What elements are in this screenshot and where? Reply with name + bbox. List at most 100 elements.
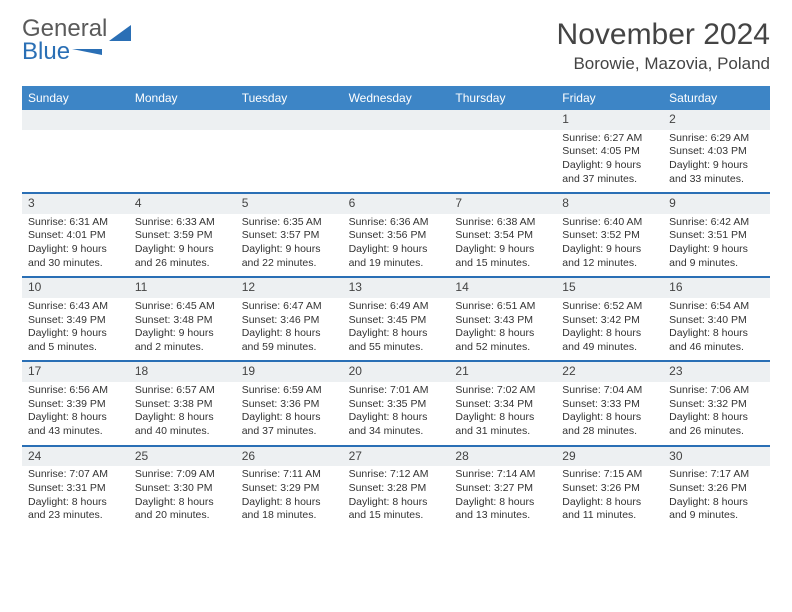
sunset-text: Sunset: 3:52 PM (562, 229, 657, 243)
sunset-text: Sunset: 3:36 PM (242, 398, 337, 412)
sunset-text: Sunset: 3:31 PM (28, 482, 123, 496)
header: General Blue November 2024 Borowie, Mazo… (22, 18, 770, 74)
day-cell: 30Sunrise: 7:17 AMSunset: 3:26 PMDayligh… (663, 445, 770, 529)
day-body: Sunrise: 7:01 AMSunset: 3:35 PMDaylight:… (343, 382, 450, 445)
sunrise-text: Sunrise: 7:15 AM (562, 468, 657, 482)
sunrise-text: Sunrise: 7:04 AM (562, 384, 657, 398)
day-cell: 23Sunrise: 7:06 AMSunset: 3:32 PMDayligh… (663, 360, 770, 444)
sunrise-text: Sunrise: 6:43 AM (28, 300, 123, 314)
day-number: 23 (663, 360, 770, 382)
daylight-text: Daylight: 8 hours and 15 minutes. (349, 496, 444, 523)
day-number: 24 (22, 445, 129, 467)
location-label: Borowie, Mazovia, Poland (557, 54, 770, 74)
daylight-text: Daylight: 9 hours and 2 minutes. (135, 327, 230, 354)
day-body: Sunrise: 6:38 AMSunset: 3:54 PMDaylight:… (449, 214, 556, 277)
day-header-row: Sunday Monday Tuesday Wednesday Thursday… (22, 86, 770, 110)
daylight-text: Daylight: 9 hours and 22 minutes. (242, 243, 337, 270)
day-cell: 19Sunrise: 6:59 AMSunset: 3:36 PMDayligh… (236, 360, 343, 444)
daylight-text: Daylight: 8 hours and 20 minutes. (135, 496, 230, 523)
day-number: 17 (22, 360, 129, 382)
day-cell: 15Sunrise: 6:52 AMSunset: 3:42 PMDayligh… (556, 276, 663, 360)
sunrise-text: Sunrise: 6:49 AM (349, 300, 444, 314)
sunrise-text: Sunrise: 6:40 AM (562, 216, 657, 230)
daylight-text: Daylight: 9 hours and 12 minutes. (562, 243, 657, 270)
day-body: Sunrise: 6:27 AMSunset: 4:05 PMDaylight:… (556, 130, 663, 193)
sunrise-text: Sunrise: 6:56 AM (28, 384, 123, 398)
day-cell (236, 110, 343, 192)
daylight-text: Daylight: 8 hours and 34 minutes. (349, 411, 444, 438)
day-number: 8 (556, 192, 663, 214)
sunrise-text: Sunrise: 6:45 AM (135, 300, 230, 314)
week-row: 10Sunrise: 6:43 AMSunset: 3:49 PMDayligh… (22, 276, 770, 360)
sunset-text: Sunset: 3:30 PM (135, 482, 230, 496)
day-body: Sunrise: 7:02 AMSunset: 3:34 PMDaylight:… (449, 382, 556, 445)
day-cell: 16Sunrise: 6:54 AMSunset: 3:40 PMDayligh… (663, 276, 770, 360)
calendar: Sunday Monday Tuesday Wednesday Thursday… (22, 86, 770, 529)
day-number: 6 (343, 192, 450, 214)
day-body: Sunrise: 7:17 AMSunset: 3:26 PMDaylight:… (663, 466, 770, 529)
day-cell: 2Sunrise: 6:29 AMSunset: 4:03 PMDaylight… (663, 110, 770, 192)
day-number: 25 (129, 445, 236, 467)
day-cell: 1Sunrise: 6:27 AMSunset: 4:05 PMDaylight… (556, 110, 663, 192)
day-body: Sunrise: 6:43 AMSunset: 3:49 PMDaylight:… (22, 298, 129, 361)
sunset-text: Sunset: 3:57 PM (242, 229, 337, 243)
sunrise-text: Sunrise: 6:42 AM (669, 216, 764, 230)
day-body: Sunrise: 7:12 AMSunset: 3:28 PMDaylight:… (343, 466, 450, 529)
day-cell: 7Sunrise: 6:38 AMSunset: 3:54 PMDaylight… (449, 192, 556, 276)
daylight-text: Daylight: 9 hours and 9 minutes. (669, 243, 764, 270)
sunrise-text: Sunrise: 7:17 AM (669, 468, 764, 482)
day-number: 14 (449, 276, 556, 298)
day-body: Sunrise: 7:11 AMSunset: 3:29 PMDaylight:… (236, 466, 343, 529)
sunrise-text: Sunrise: 7:09 AM (135, 468, 230, 482)
sunrise-text: Sunrise: 6:52 AM (562, 300, 657, 314)
day-cell: 18Sunrise: 6:57 AMSunset: 3:38 PMDayligh… (129, 360, 236, 444)
sunrise-text: Sunrise: 7:02 AM (455, 384, 550, 398)
day-number: 5 (236, 192, 343, 214)
day-cell: 8 Sunrise: 6:40 AMSunset: 3:52 PMDaylight… (556, 192, 663, 276)
sunset-text: Sunset: 3:27 PM (455, 482, 550, 496)
daylight-text: Daylight: 8 hours and 13 minutes. (455, 496, 550, 523)
sunrise-text: Sunrise: 7:14 AM (455, 468, 550, 482)
sunrise-text: Sunrise: 7:12 AM (349, 468, 444, 482)
daylight-text: Daylight: 9 hours and 33 minutes. (669, 159, 764, 186)
day-body: Sunrise: 6:56 AMSunset: 3:39 PMDaylight:… (22, 382, 129, 445)
daylight-text: Daylight: 8 hours and 37 minutes. (242, 411, 337, 438)
day-cell: 21Sunrise: 7:02 AMSunset: 3:34 PMDayligh… (449, 360, 556, 444)
day-number (22, 110, 129, 130)
sunset-text: Sunset: 3:43 PM (455, 314, 550, 328)
sunset-text: Sunset: 4:01 PM (28, 229, 123, 243)
day-cell: 20Sunrise: 7:01 AMSunset: 3:35 PMDayligh… (343, 360, 450, 444)
logo: General Blue (22, 18, 131, 64)
daylight-text: Daylight: 8 hours and 18 minutes. (242, 496, 337, 523)
day-number: 15 (556, 276, 663, 298)
day-number: 3 (22, 192, 129, 214)
day-number: 4 (129, 192, 236, 214)
daylight-text: Daylight: 9 hours and 15 minutes. (455, 243, 550, 270)
day-cell: 5Sunrise: 6:35 AMSunset: 3:57 PMDaylight… (236, 192, 343, 276)
day-number: 1 (556, 110, 663, 130)
day-cell: 6Sunrise: 6:36 AMSunset: 3:56 PMDaylight… (343, 192, 450, 276)
sunrise-text: Sunrise: 7:07 AM (28, 468, 123, 482)
day-body: Sunrise: 7:09 AMSunset: 3:30 PMDaylight:… (129, 466, 236, 529)
day-cell: 26Sunrise: 7:11 AMSunset: 3:29 PMDayligh… (236, 445, 343, 529)
sunrise-text: Sunrise: 7:06 AM (669, 384, 764, 398)
day-number: 2 (663, 110, 770, 130)
day-cell: 9Sunrise: 6:42 AMSunset: 3:51 PMDaylight… (663, 192, 770, 276)
sunrise-text: Sunrise: 6:38 AM (455, 216, 550, 230)
sunrise-text: Sunrise: 6:47 AM (242, 300, 337, 314)
day-cell: 28Sunrise: 7:14 AMSunset: 3:27 PMDayligh… (449, 445, 556, 529)
daylight-text: Daylight: 8 hours and 59 minutes. (242, 327, 337, 354)
day-cell (449, 110, 556, 192)
day-number: 11 (129, 276, 236, 298)
sunset-text: Sunset: 3:40 PM (669, 314, 764, 328)
day-body: Sunrise: 6:31 AMSunset: 4:01 PMDaylight:… (22, 214, 129, 277)
daylight-text: Daylight: 9 hours and 30 minutes. (28, 243, 123, 270)
sunrise-text: Sunrise: 6:27 AM (562, 132, 657, 146)
sunrise-text: Sunrise: 7:01 AM (349, 384, 444, 398)
sunrise-text: Sunrise: 6:31 AM (28, 216, 123, 230)
day-cell: 14Sunrise: 6:51 AMSunset: 3:43 PMDayligh… (449, 276, 556, 360)
day-cell: 4Sunrise: 6:33 AMSunset: 3:59 PMDaylight… (129, 192, 236, 276)
day-body: Sunrise: 7:06 AMSunset: 3:32 PMDaylight:… (663, 382, 770, 445)
daylight-text: Daylight: 8 hours and 9 minutes. (669, 496, 764, 523)
day-body: Sunrise: 7:07 AMSunset: 3:31 PMDaylight:… (22, 466, 129, 529)
